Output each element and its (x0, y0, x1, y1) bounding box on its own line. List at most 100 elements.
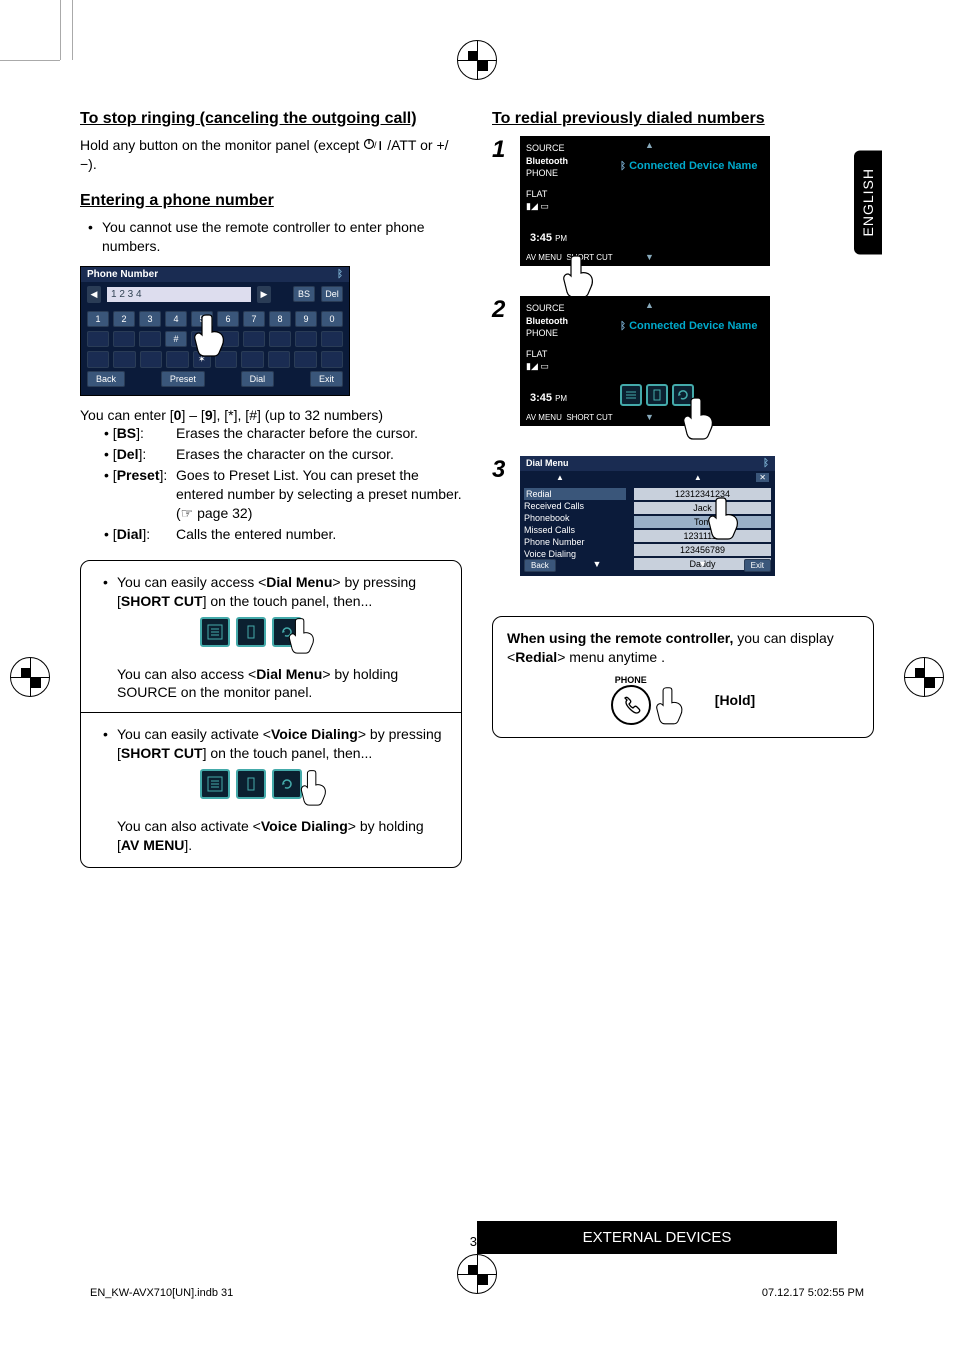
key-empty (113, 351, 135, 368)
phone-button-icon (611, 685, 651, 725)
remote-controller-box: When using the remote controller, you ca… (492, 616, 874, 738)
hold-label: [Hold] (715, 692, 755, 708)
source-label: SOURCE (526, 142, 568, 155)
bluetooth-icon: ᛒ (337, 269, 343, 280)
registration-mark (457, 40, 497, 80)
tip-voice-dialing-alt: You can also activate <Voice Dialing> by… (117, 817, 447, 855)
svg-text:/❙: /❙ (374, 140, 383, 150)
def-bs: Erases the character before the cursor. (176, 424, 462, 443)
finger-pointer-icon (191, 313, 231, 363)
shortcut-icons (95, 769, 447, 811)
back-button: Back (524, 559, 556, 572)
divider (81, 712, 461, 713)
arrow-down-icon: ▼ (645, 412, 654, 422)
phone-number-keypad-screenshot: Phone Number ᛒ ◀ 1 2 3 4 ▶ BS Del 1 2 3 … (80, 266, 350, 396)
step-number: 2 (492, 296, 520, 324)
key-3: 3 (139, 311, 161, 327)
step-1: 1 ▲ SOURCE Bluetooth PHONE FLAT ▮◢ ▭ ᛒ C… (492, 136, 874, 266)
key-empty (139, 331, 161, 347)
key-empty (269, 331, 291, 347)
key-empty (294, 351, 316, 368)
content-columns: To stop ringing (canceling the outgoing … (80, 110, 874, 868)
footer-timestamp: 07.12.17 5:02:55 PM (762, 1287, 864, 1299)
exit-button: Exit (744, 559, 771, 572)
stop-ringing-text: Hold any button on the monitor panel (ex… (80, 136, 462, 174)
pm: PM (555, 234, 567, 243)
signal-icon: ▮◢ ▭ (526, 360, 568, 373)
key-2: 2 (113, 311, 135, 327)
list-item: Received Calls (524, 500, 626, 512)
key-hash: # (165, 331, 187, 347)
list-item: Missed Calls (524, 524, 626, 536)
bluetooth-label: Bluetooth (526, 156, 568, 166)
arrow-down-icon: ▼ (592, 559, 601, 572)
step-number: 3 (492, 456, 520, 484)
list-item: Jack (634, 502, 771, 514)
heading-stop-ringing: To stop ringing (canceling the outgoing … (80, 110, 462, 128)
connected-device: Connected Device Name (629, 160, 757, 172)
power-att-icon: /❙ (363, 138, 383, 150)
del-button: Del (321, 286, 343, 302)
finger-pointer-icon (653, 686, 689, 730)
time: 3:45 (530, 392, 552, 404)
phone-label: PHONE (526, 167, 568, 180)
arrow-up-icon: ▲ (645, 300, 654, 310)
cursor-left-icon: ◀ (87, 286, 101, 303)
phone-icon (646, 384, 668, 406)
preset-button: Preset (161, 371, 205, 387)
signal-icon: ▮◢ ▭ (526, 200, 568, 213)
finger-pointer-icon (680, 396, 720, 446)
footer-metadata: EN_KW-AVX710[UN].indb 31 07.12.17 5:02:5… (90, 1287, 864, 1299)
left-column: To stop ringing (canceling the outgoing … (80, 110, 462, 868)
key-0: 0 (321, 311, 343, 327)
key-empty (87, 331, 109, 347)
key-8: 8 (269, 311, 291, 327)
step-number: 1 (492, 136, 520, 164)
source-label: SOURCE (526, 302, 568, 315)
registration-mark (10, 657, 50, 697)
bluetooth-label: Bluetooth (526, 316, 568, 326)
heading-enter-number: Entering a phone number (80, 192, 462, 210)
arrow-up-icon: ▲ (694, 473, 702, 482)
tip-box: • You can easily access <Dial Menu> by p… (80, 560, 462, 868)
function-definitions: • [BS]:Erases the character before the c… (104, 424, 462, 543)
list-item: Phone Number (524, 536, 626, 548)
time: 3:45 (530, 232, 552, 244)
key-empty (113, 331, 135, 347)
tip-dial-menu-alt: You can also access <Dial Menu> by holdi… (117, 665, 447, 703)
right-column: To redial previously dialed numbers 1 ▲ … (492, 110, 874, 868)
list-item: 12311112 (634, 530, 771, 542)
dial-menu-entries: 12312341234 Jack Tom 12311112 123456789 … (630, 484, 775, 570)
arrow-down-icon: ▼ (645, 252, 654, 262)
key-4: 4 (165, 311, 187, 327)
phone-label: PHONE (611, 675, 651, 685)
entered-number: 1 2 3 4 (107, 287, 251, 302)
crop-mark (60, 0, 61, 60)
text: Hold any button on the monitor panel (ex… (80, 137, 363, 153)
key-empty (268, 351, 290, 368)
key-empty (243, 331, 265, 347)
text: You cannot use the remote controller to … (102, 218, 462, 256)
connected-device: Connected Device Name (629, 320, 757, 332)
key-empty (140, 351, 162, 368)
key-7: 7 (243, 311, 265, 327)
registration-mark (904, 657, 944, 697)
phone-icon (236, 769, 266, 799)
enter-range-text: You can enter [0] – [9], [*], [#] (up to… (80, 406, 462, 425)
dial-menu-categories: Redial Received Calls Phonebook Missed C… (520, 484, 630, 570)
flat-label: FLAT (526, 188, 568, 201)
shortcut-label: SHORT CUT (566, 413, 612, 422)
bs-button: BS (293, 286, 315, 302)
finger-pointer-icon (298, 769, 332, 811)
list-item: Tom (634, 516, 771, 528)
def-preset: Goes to Preset List. You can preset the … (176, 466, 462, 523)
crop-mark (72, 0, 73, 60)
def-dial: Calls the entered number. (176, 525, 462, 544)
key-empty (321, 351, 343, 368)
dial-menu-title: Dial Menu (526, 458, 569, 469)
key-empty (295, 331, 317, 347)
list-item: Redial (524, 488, 626, 500)
keypad-title: Phone Number (87, 269, 158, 280)
arrow-up-icon: ▲ (556, 473, 564, 482)
step-3: 3 Dial Menu ᛒ ▲ ▲ ✕ (492, 456, 874, 576)
